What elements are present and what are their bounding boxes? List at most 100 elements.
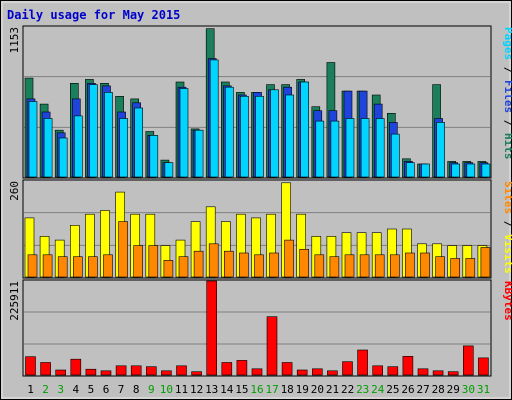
bar-sites — [163, 260, 174, 278]
bar-sites — [57, 256, 68, 278]
bar-sites — [73, 256, 83, 278]
x-tick-label: 19 — [296, 383, 309, 396]
bar-sites — [344, 254, 355, 278]
x-tick-label: 2 — [42, 383, 49, 396]
bar-pages — [164, 162, 174, 178]
x-tick-label: 16 — [250, 383, 263, 396]
x-tick-label: 12 — [190, 383, 203, 396]
bar-sites — [420, 252, 430, 278]
bar-kbytes — [221, 362, 233, 376]
bar-pages — [179, 88, 189, 178]
axis-label-visits: Visits — [502, 234, 512, 274]
panel-top: 1153 Pages / Files / Hits — [8, 25, 512, 179]
bar-sites — [27, 254, 38, 278]
bar-pages — [225, 86, 234, 178]
bar-sites — [374, 254, 385, 278]
bar-kbytes — [357, 349, 368, 376]
panel-max-label: 1153 — [8, 27, 21, 54]
x-tick-label: 28 — [432, 383, 445, 396]
bar-sites — [208, 243, 219, 278]
bar-pages — [43, 118, 53, 178]
bar-kbytes — [432, 370, 444, 376]
bar-pages — [28, 101, 38, 178]
bar-sites — [359, 254, 370, 278]
bar-sites — [389, 254, 400, 278]
chart-title: Daily usage for May 2015 — [7, 8, 180, 22]
bar-pages — [74, 115, 83, 178]
bar-pages — [406, 162, 415, 178]
x-tick-label: 22 — [341, 383, 354, 396]
bar-kbytes — [100, 370, 112, 376]
bar-kbytes — [417, 368, 429, 376]
x-tick-label: 26 — [401, 383, 414, 396]
x-tick-label: 9 — [148, 383, 155, 396]
bar-kbytes — [40, 362, 51, 376]
bar-kbytes — [327, 370, 338, 376]
bar-kbytes — [372, 365, 384, 376]
x-tick-label: 31 — [477, 383, 490, 396]
bar-sites — [103, 254, 113, 278]
x-tick-label: 18 — [281, 383, 294, 396]
panel-max-label: 260 — [8, 181, 21, 201]
x-tick-label: 8 — [133, 383, 140, 396]
bar-sites — [118, 221, 128, 278]
panel-axis-label: Sites / Visits — [502, 181, 512, 274]
bar-kbytes — [176, 365, 187, 376]
bar-sites — [42, 254, 53, 278]
bar-sites — [435, 256, 445, 278]
bar-pages — [481, 163, 491, 178]
x-tick-label: 30 — [462, 383, 475, 396]
bar-kbytes — [25, 356, 36, 376]
bar-kbytes — [85, 368, 97, 376]
axis-label-separator: / — [502, 113, 512, 133]
bar-kbytes — [281, 362, 293, 376]
x-tick-label: 17 — [265, 383, 278, 396]
bar-kbytes — [206, 280, 217, 376]
bar-sites — [465, 258, 476, 278]
bar-sites — [450, 258, 461, 278]
axis-label-separator: / — [502, 60, 512, 80]
bar-pages — [134, 107, 143, 178]
bar-sites — [284, 239, 294, 278]
panel-bars — [25, 280, 489, 376]
x-tick-label: 29 — [447, 383, 460, 396]
panel-gridlines — [24, 311, 490, 345]
x-tick-label: 24 — [371, 383, 385, 396]
bar-kbytes — [191, 371, 202, 376]
bar-kbytes — [251, 368, 263, 376]
bar-pages — [330, 120, 340, 178]
bar-kbytes — [130, 365, 142, 376]
bar-kbytes — [236, 360, 248, 376]
bar-pages — [270, 89, 279, 178]
axis-label-kbytes: KBytes — [502, 281, 512, 321]
bar-pages — [58, 137, 68, 178]
x-tick-label: 10 — [160, 383, 173, 396]
bar-kbytes — [55, 369, 67, 376]
bar-pages — [466, 163, 476, 178]
bar-pages — [209, 59, 219, 178]
bar-kbytes — [462, 345, 474, 376]
x-tick-label: 5 — [88, 383, 95, 396]
x-tick-label: 1 — [27, 383, 34, 396]
bar-sites — [193, 250, 204, 278]
bar-kbytes — [478, 357, 489, 376]
bar-sites — [329, 256, 340, 278]
bar-pages — [345, 118, 355, 178]
bar-sites — [480, 247, 491, 278]
bar-pages — [89, 84, 98, 178]
x-tick-label: 21 — [326, 383, 339, 396]
panel-max-label: 225911 — [8, 281, 21, 321]
axis-label-pages: Pages — [502, 27, 512, 60]
x-tick-label: 23 — [356, 383, 369, 396]
bar-pages — [421, 163, 430, 178]
bar-sites — [269, 252, 279, 278]
x-tick-label: 6 — [103, 383, 110, 396]
panel-bars — [24, 182, 491, 278]
bar-pages — [300, 81, 310, 178]
x-tick-label: 14 — [220, 383, 234, 396]
x-tick-label: 4 — [72, 383, 79, 396]
bar-pages — [104, 92, 113, 178]
x-tick-label: 27 — [416, 383, 429, 396]
x-tick-label: 20 — [311, 383, 324, 396]
panel-middle: 260 Sites / Visits — [8, 179, 512, 279]
